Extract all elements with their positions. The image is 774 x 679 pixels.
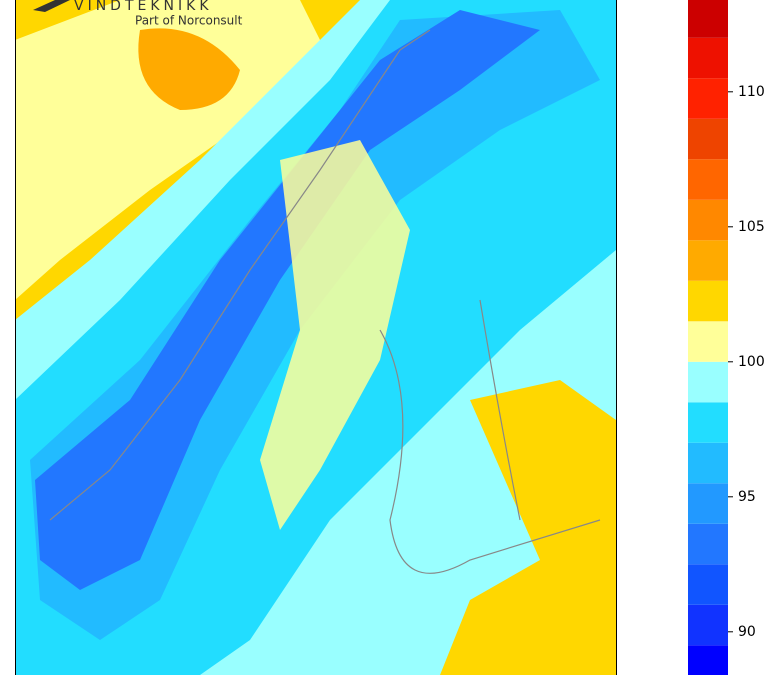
tick-label: 95 xyxy=(738,489,756,505)
tick-label: 105 xyxy=(738,219,765,235)
field-zone xyxy=(138,28,240,110)
colorbar-band xyxy=(688,645,728,675)
colorbar-band xyxy=(688,442,728,484)
field-zone xyxy=(35,10,540,590)
field-zone xyxy=(260,140,410,530)
field-zone xyxy=(440,380,616,675)
coastline xyxy=(49,29,601,574)
colorbar-band xyxy=(688,321,728,362)
colorbar-band xyxy=(688,159,728,200)
logo-mark xyxy=(33,0,70,12)
colorbar-band xyxy=(688,523,728,565)
colorbar-band xyxy=(688,199,728,241)
colorbar-band xyxy=(688,78,728,119)
colorbar-band xyxy=(688,37,728,79)
field-zone xyxy=(15,0,330,300)
colorbar-band xyxy=(688,564,728,605)
colorbar-band xyxy=(688,361,728,403)
tick-label: 100 xyxy=(738,354,765,370)
colorbar-band xyxy=(688,0,728,38)
colorbar-band xyxy=(688,402,728,443)
colorbar-band xyxy=(688,118,728,160)
tick-label: 90 xyxy=(738,624,756,640)
logo-tagline: Part of Norconsult xyxy=(135,14,243,28)
colorbar-band xyxy=(688,280,728,322)
logo-name: VINDTEKNIKK xyxy=(74,0,213,14)
map xyxy=(15,0,616,675)
colorbar: 90 95 100 105 110 xyxy=(688,0,765,675)
colorbar-band xyxy=(688,240,728,281)
colorbar-band xyxy=(688,483,728,524)
tick-label: 110 xyxy=(738,84,765,100)
colorbar-band xyxy=(688,604,728,646)
